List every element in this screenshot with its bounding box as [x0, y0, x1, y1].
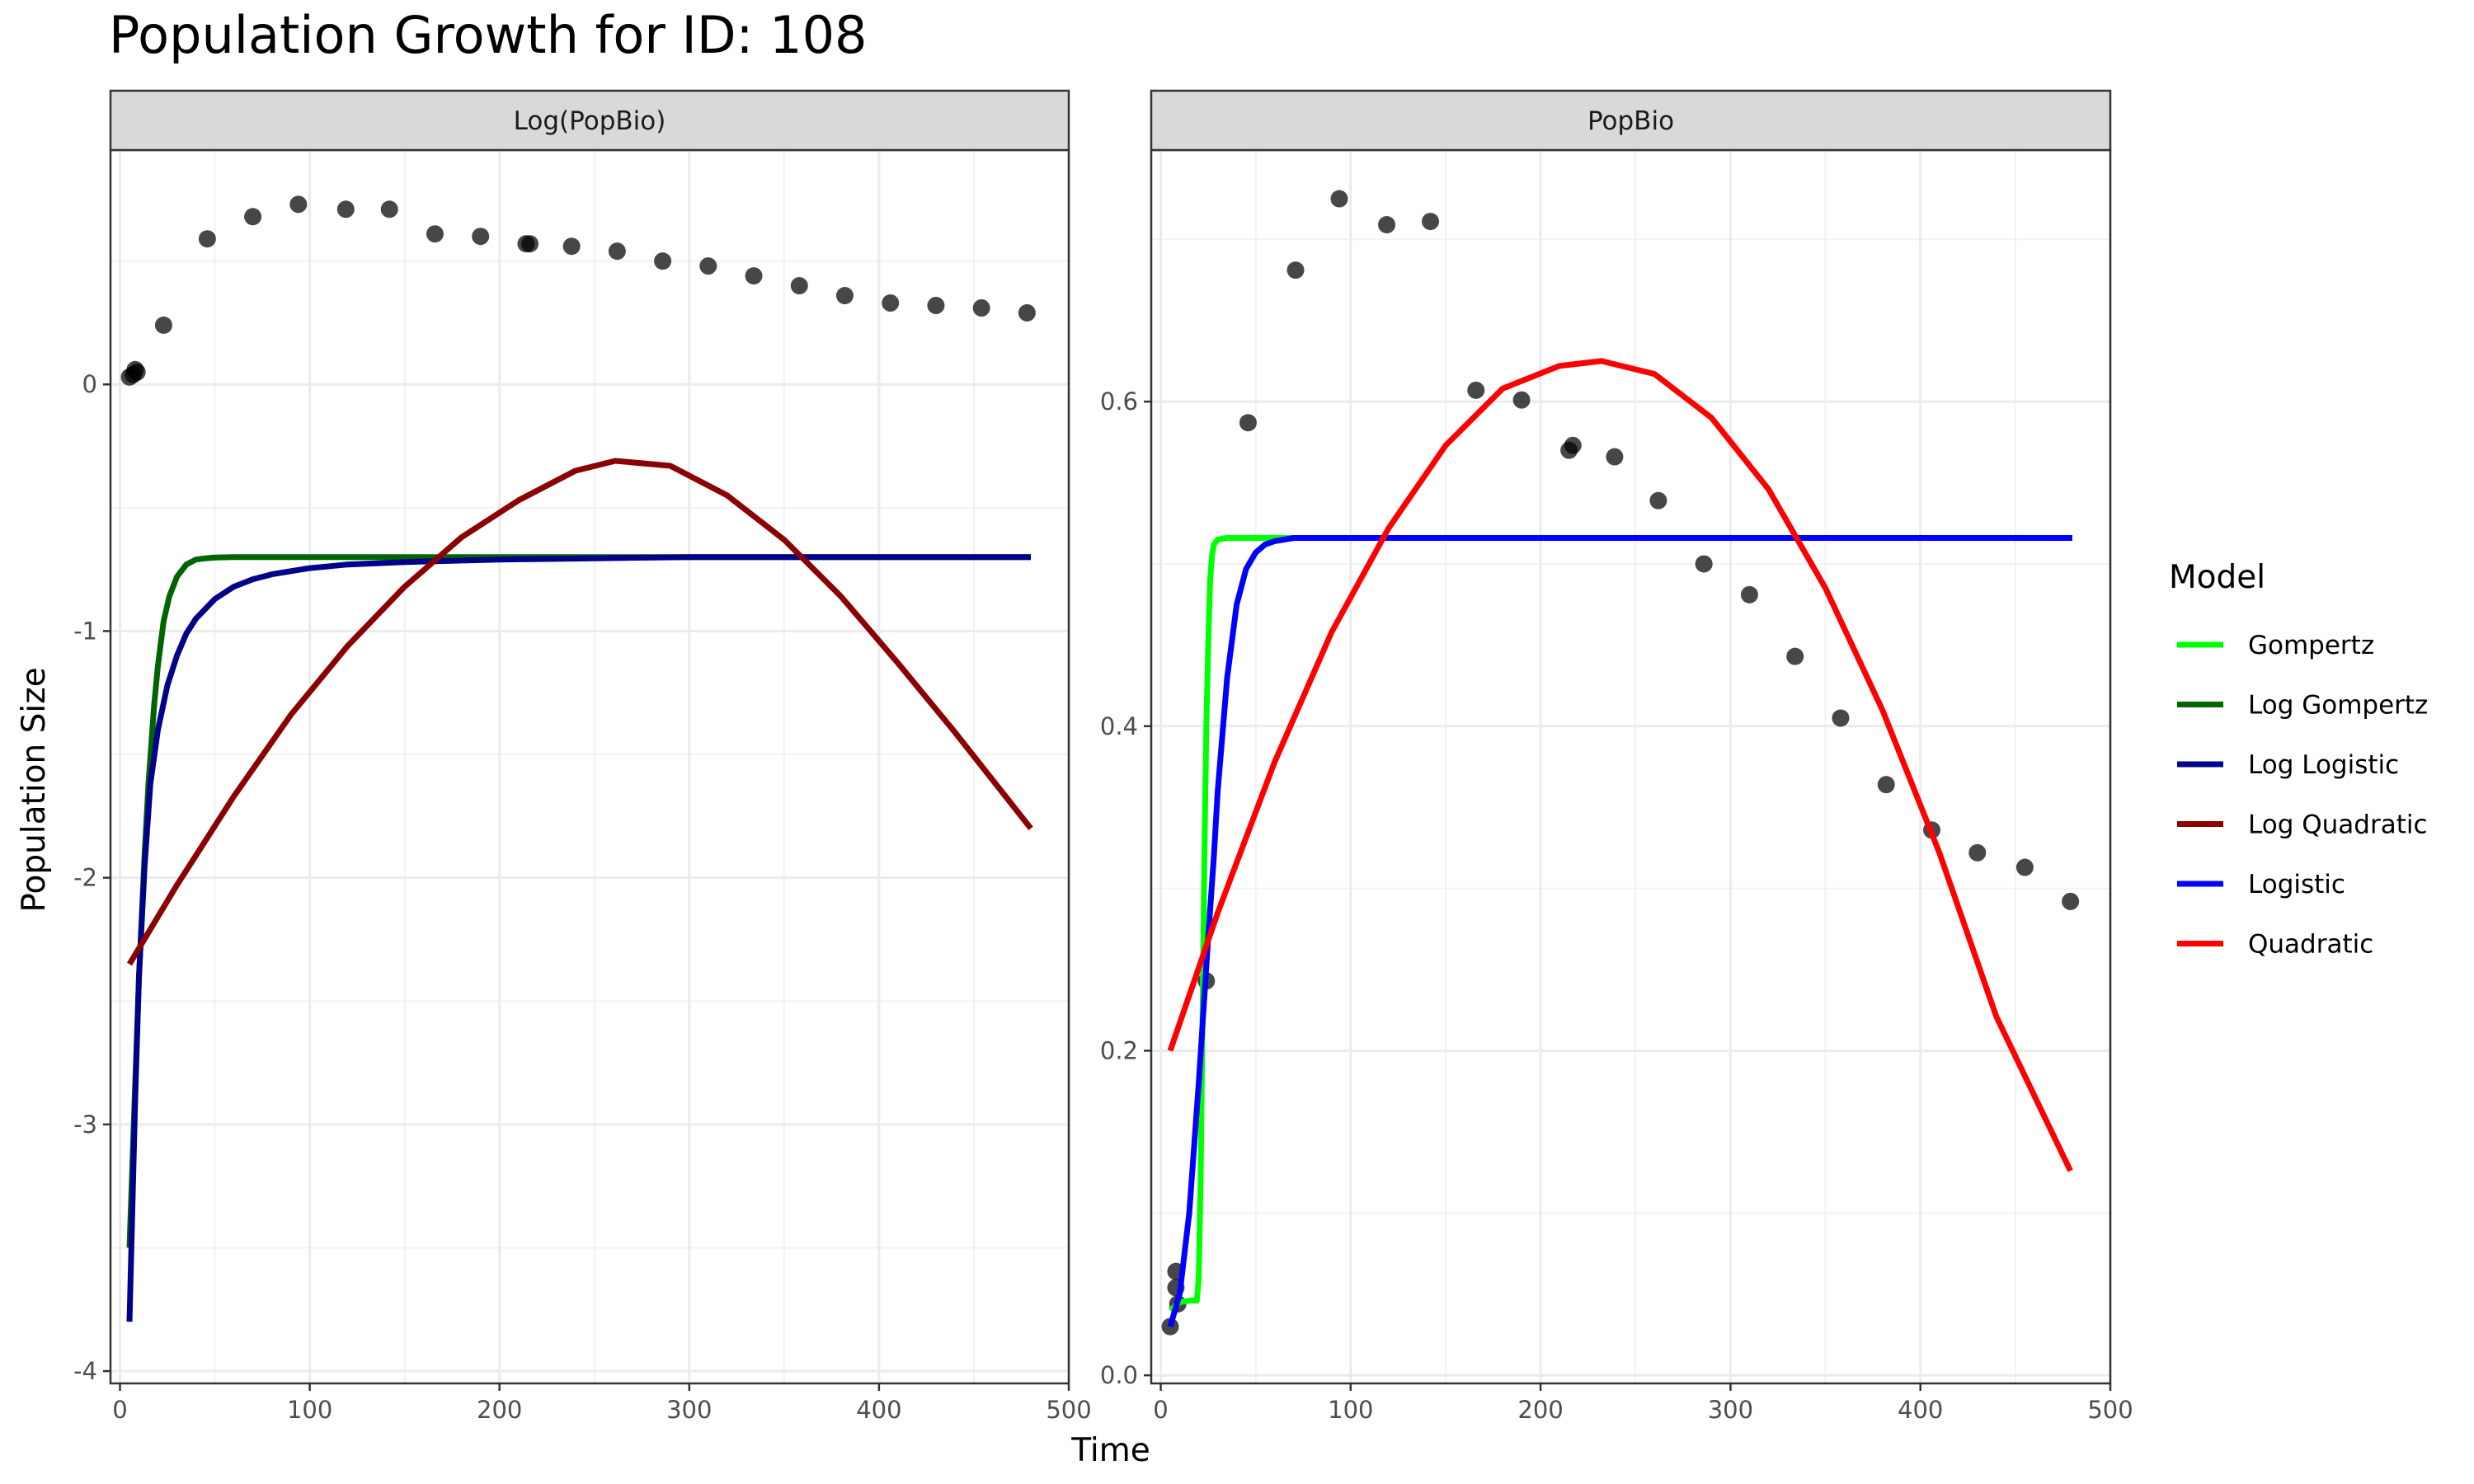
data-point: [426, 225, 444, 243]
legend-label-quadratic: Quadratic: [2248, 930, 2373, 960]
x-tick-label: 0: [1153, 1396, 1168, 1424]
data-point: [745, 267, 763, 285]
y-tick-label: 0.0: [1100, 1361, 1138, 1389]
y-tick-label: -1: [73, 617, 97, 645]
y-tick-label: 0: [82, 370, 97, 398]
data-point: [336, 200, 355, 218]
x-tick-label: 100: [1328, 1396, 1373, 1424]
data-point: [244, 208, 262, 226]
panel-log-popbio: Log(PopBio) 0 100 200 300 400 500 -4 -3 -2 -1 0: [73, 89, 1092, 1424]
data-point: [1286, 261, 1305, 279]
data-point: [289, 195, 308, 214]
data-point: [1378, 216, 1396, 234]
legend-title: Model: [2169, 559, 2265, 596]
legend-label-log-quadratic: Log Quadratic: [2248, 810, 2428, 840]
legend: Model Gompertz Log Gompertz Log Logistic Lo…: [2169, 559, 2428, 960]
x-tick-label: 400: [1898, 1396, 1943, 1424]
data-point: [882, 294, 900, 312]
x-tick-label: 500: [2087, 1396, 2133, 1424]
series-line-log-logistic: [126, 554, 1031, 1322]
data-point: [927, 296, 945, 314]
x-tick-label: 300: [1708, 1396, 1753, 1424]
data-point: [198, 230, 216, 248]
series-line-logistic: [1167, 535, 2072, 1328]
x-axis-title: Time: [1070, 1432, 1150, 1469]
data-point: [972, 298, 990, 317]
data-point: [521, 235, 539, 253]
y-tick-label: -2: [73, 864, 97, 892]
data-point: [790, 277, 808, 295]
x-tick-label: 400: [856, 1396, 901, 1424]
series-line-log-quadratic: [126, 458, 1033, 966]
facet-strip: [109, 89, 1070, 152]
series-line-gompertz: [1168, 535, 2072, 1313]
data-point: [1649, 491, 1667, 510]
x-tick-label: 300: [666, 1396, 712, 1424]
data-point: [154, 316, 172, 334]
data-point: [608, 242, 626, 261]
facet-strip-label: PopBio: [1587, 106, 1674, 136]
data-point: [380, 200, 398, 218]
data-point: [1968, 843, 1987, 862]
x-tick-label: 500: [1046, 1396, 1091, 1424]
x-tick-label: 100: [287, 1396, 332, 1424]
plot-area: [111, 150, 1069, 1383]
x-tick-label: 200: [477, 1396, 522, 1424]
data-point: [1695, 555, 1713, 573]
data-point: [699, 257, 717, 275]
x-tick-label: 0: [112, 1396, 127, 1424]
y-tick-label: -3: [73, 1111, 97, 1139]
panel-popbio: PopBio 0 100 200 300 400 500 0.0 0.2 0.4 0.6: [1100, 89, 2133, 1424]
facet-strip-label: Log(PopBio): [514, 106, 666, 136]
data-point: [1422, 213, 1440, 231]
y-tick-label: 0.6: [1100, 387, 1138, 416]
legend-label-log-logistic: Log Logistic: [2248, 750, 2399, 780]
legend-label-logistic: Logistic: [2248, 870, 2345, 899]
data-point: [1512, 391, 1531, 409]
plot-area: [1151, 150, 2110, 1383]
legend-label-log-gompertz: Log Gompertz: [2248, 691, 2428, 721]
y-tick-label: 0.2: [1100, 1036, 1138, 1064]
y-tick-label: -4: [73, 1357, 97, 1385]
chart-title: Population Growth for ID: 108: [109, 5, 868, 65]
data-point: [1018, 303, 1036, 322]
data-point: [1832, 709, 1850, 727]
data-point: [1740, 585, 1758, 603]
y-axis-title: Population Size: [16, 667, 53, 912]
facet-strip: [1150, 89, 2112, 152]
x-tick-label: 200: [1517, 1396, 1563, 1424]
y-tick-label: 0.4: [1100, 712, 1138, 740]
data-point: [835, 287, 854, 305]
data-point: [1467, 381, 1485, 399]
data-point: [2015, 858, 2034, 876]
data-point: [1877, 776, 1895, 794]
data-point: [1606, 448, 1624, 466]
legend-label-gompertz: Gompertz: [2248, 631, 2374, 660]
series-line-quadratic: [1167, 358, 2073, 1172]
data-point: [1330, 190, 1348, 208]
data-point: [1564, 436, 1582, 454]
data-point: [472, 228, 490, 246]
data-point: [1786, 647, 1804, 665]
data-point: [2062, 892, 2080, 910]
data-point: [654, 252, 672, 270]
data-point: [1239, 414, 1257, 432]
data-point: [128, 363, 146, 381]
data-point: [562, 237, 581, 256]
